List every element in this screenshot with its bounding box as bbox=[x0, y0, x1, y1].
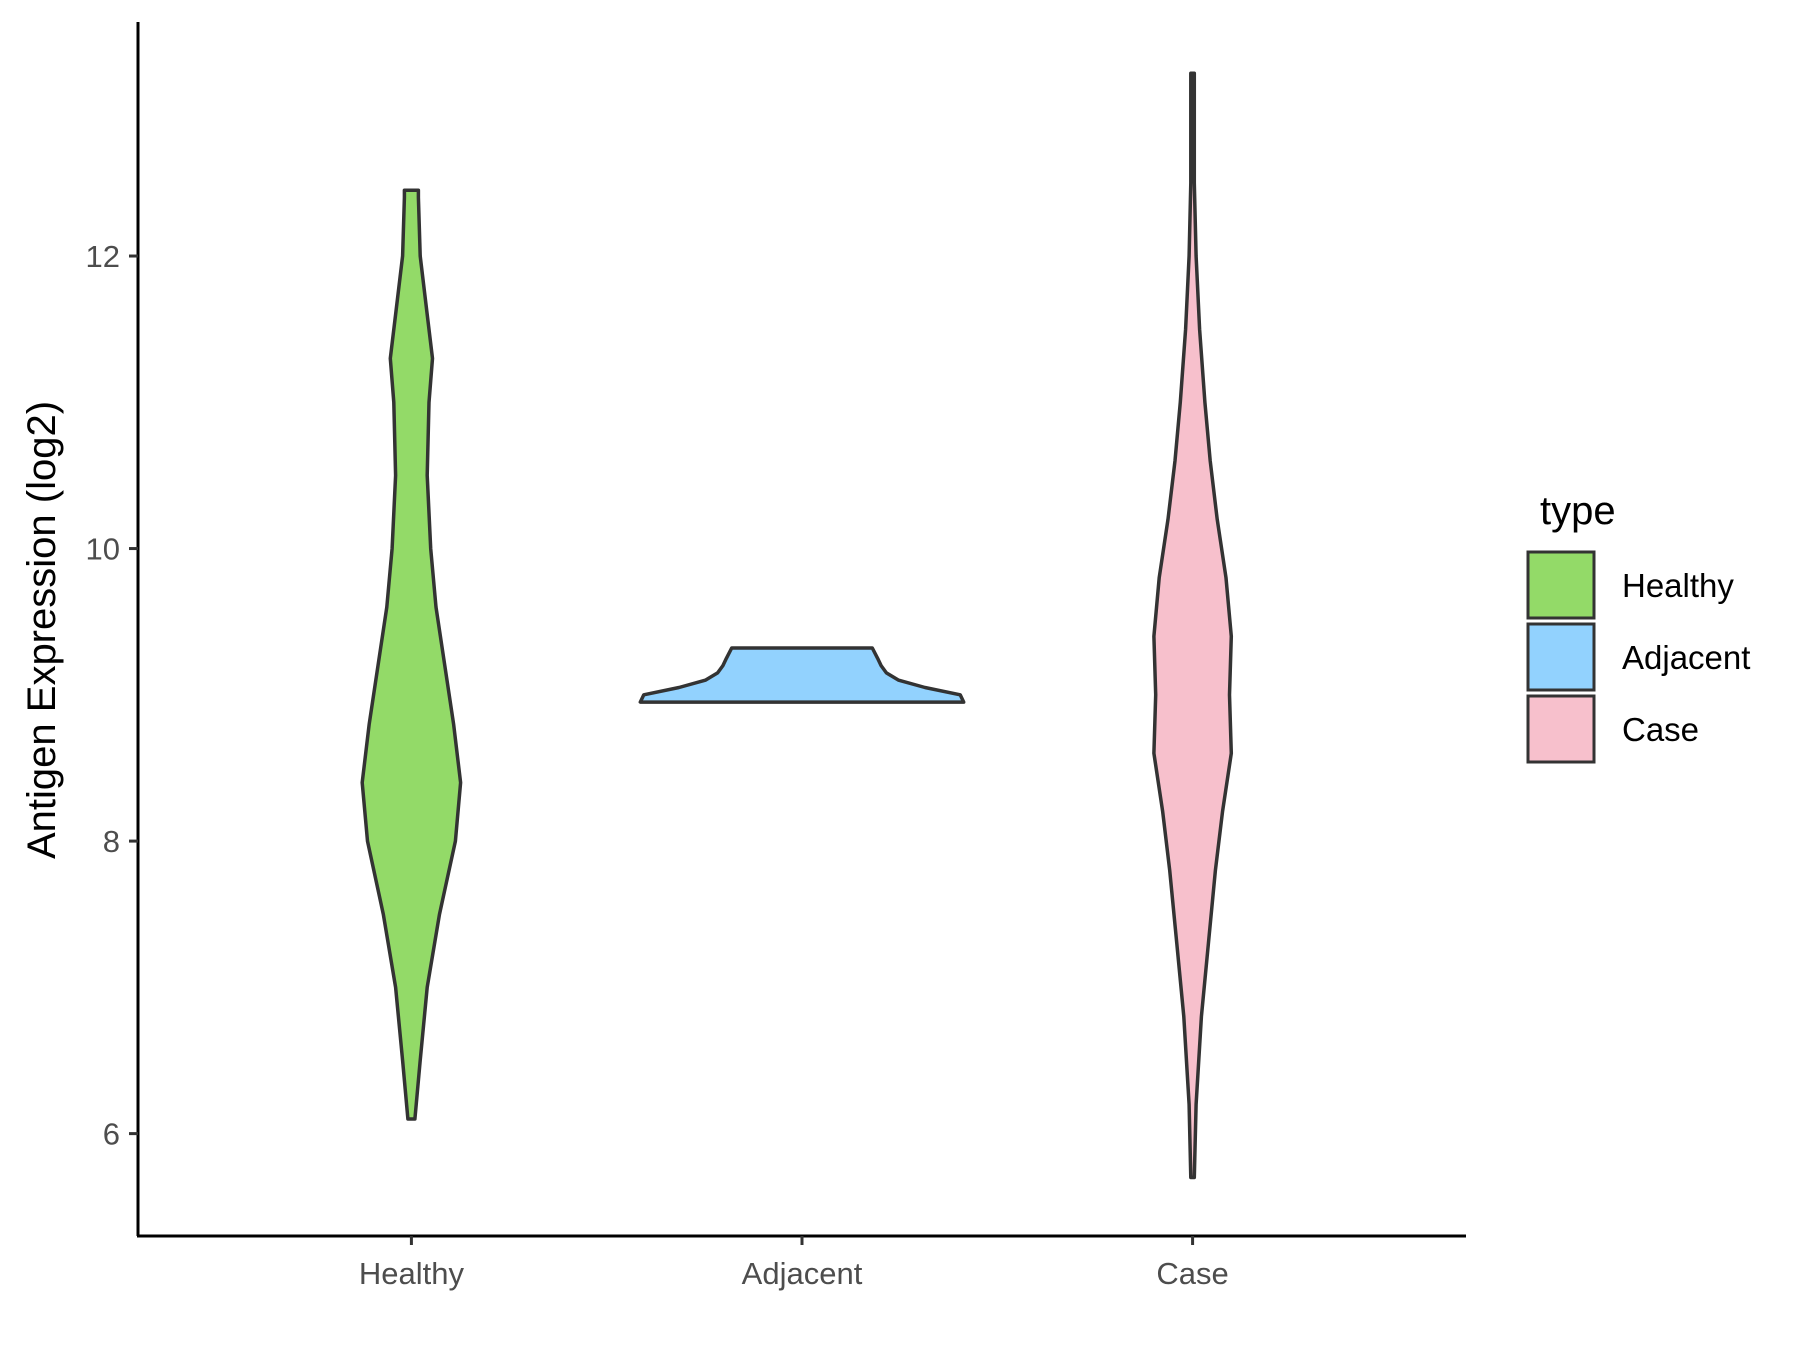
violin-adjacent bbox=[638, 646, 966, 704]
legend-label-healthy: Healthy bbox=[1622, 567, 1734, 604]
legend: type Healthy Adjacent Case bbox=[1526, 489, 1750, 764]
x-tick-label-adjacent: Adjacent bbox=[742, 1256, 863, 1291]
legend-key-adjacent bbox=[1526, 622, 1596, 692]
y-ticks: 6 8 10 12 bbox=[86, 239, 138, 1152]
violin-layer bbox=[360, 71, 1234, 1180]
legend-key-healthy bbox=[1526, 550, 1596, 620]
x-tick-label-healthy: Healthy bbox=[359, 1256, 465, 1291]
x-tick-label-case: Case bbox=[1156, 1256, 1228, 1291]
x-ticks: Healthy Adjacent Case bbox=[359, 1236, 1229, 1291]
y-tick-label-8: 8 bbox=[103, 824, 120, 859]
y-axis-title: Antigen Expression (log2) bbox=[20, 401, 64, 859]
legend-key-case bbox=[1526, 694, 1596, 764]
legend-label-case: Case bbox=[1622, 711, 1699, 748]
legend-title: type bbox=[1540, 489, 1616, 533]
y-tick-label-12: 12 bbox=[86, 239, 120, 274]
violin-case bbox=[1152, 71, 1234, 1180]
y-tick-label-6: 6 bbox=[103, 1117, 120, 1152]
violin-healthy bbox=[360, 188, 463, 1121]
y-tick-label-10: 10 bbox=[86, 532, 120, 567]
axes bbox=[136, 22, 1466, 1238]
legend-label-adjacent: Adjacent bbox=[1622, 639, 1750, 676]
legend-items: Healthy Adjacent Case bbox=[1526, 550, 1750, 764]
